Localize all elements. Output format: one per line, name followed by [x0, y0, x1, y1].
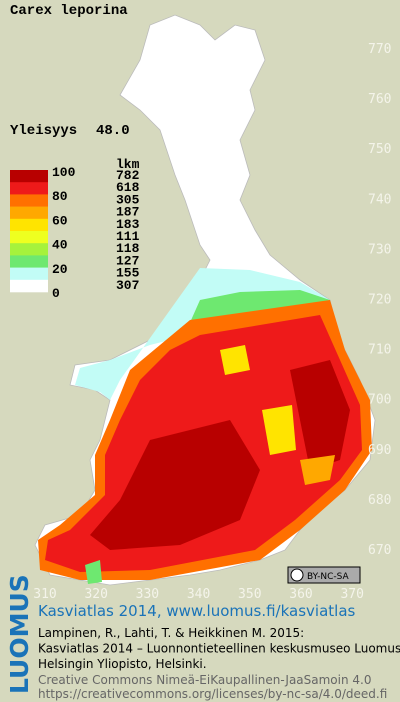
legend-count-header: lkm [116, 157, 140, 172]
source: Kasviatlas 2014, www.luomus.fi/kasviatla… [38, 602, 356, 620]
y-tick-label: 760 [368, 92, 391, 107]
x-tick-label: 350 [238, 587, 261, 602]
legend-count: 111 [116, 229, 140, 244]
legend-count: 307 [116, 278, 139, 293]
x-tick-label: 360 [289, 587, 312, 602]
y-tick-label: 710 [368, 343, 391, 358]
logo: LUOMUS [5, 574, 34, 694]
legend-count: 618 [116, 180, 140, 195]
legend-scale-label: 40 [52, 238, 68, 253]
y-tick-label: 700 [368, 393, 391, 408]
legend-count: 187 [116, 205, 139, 220]
badge-box [287, 566, 361, 584]
license-badge: BY-NC-SA [287, 566, 361, 584]
frequency-value: 48.0 [96, 123, 130, 139]
legend-swatch [10, 231, 48, 244]
legend-count: 305 [116, 192, 140, 207]
x-tick-label: 340 [187, 587, 210, 602]
footer: Lampinen, R., Lahti, T. & Heikkinen M. 2… [38, 626, 400, 701]
x-tick-label: 310 [33, 587, 56, 602]
x-tick-label: 370 [340, 587, 363, 602]
x-tick-label: 330 [136, 587, 159, 602]
y-tick-label: 730 [368, 242, 391, 257]
y-tick-label: 740 [368, 192, 391, 207]
map [34, 14, 376, 586]
legend-count: 782 [116, 168, 140, 183]
y-tick-label: 680 [368, 493, 391, 508]
legend-scale-label: 20 [52, 262, 68, 277]
species-title: Carex leporina [10, 3, 128, 19]
zone-darkred [90, 420, 260, 550]
license-line: https://creativecommons.org/licenses/by-… [38, 687, 387, 701]
y-tick-label: 690 [368, 443, 391, 458]
x-tick-label: 320 [84, 587, 107, 602]
legend-count: 155 [116, 266, 140, 281]
map-ticks: 310 320 330 340 350 360 370 770 760 750 740 730 720 7… [33, 42, 391, 602]
legend-swatch [10, 206, 48, 220]
legend-count: 183 [116, 217, 140, 232]
legend-count: 118 [116, 241, 140, 256]
zone-green [85, 560, 102, 584]
legend-scale-label: 60 [52, 213, 68, 228]
zone-yellow [262, 405, 296, 455]
cc-icon [290, 568, 304, 582]
y-tick-label: 720 [368, 293, 391, 308]
legend-scale-label: 100 [52, 165, 76, 180]
legend-swatch [10, 243, 48, 256]
legend-swatch [10, 279, 48, 293]
license-line: Creative Commons Nimeä-EiKaupallinen-Jaa… [38, 673, 372, 687]
badge-text: BY-NC-SA [307, 572, 350, 582]
legend-scale-label: 0 [52, 286, 60, 301]
legend-scale-label: 80 [52, 189, 68, 204]
zone-yellow [220, 345, 250, 375]
zone-darkred [290, 360, 350, 470]
zone-orange-light [300, 455, 335, 485]
y-tick-label: 770 [368, 42, 391, 57]
citation-line: Kasviatlas 2014 – Luonnontieteellinen ke… [38, 642, 400, 656]
legend-swatch [10, 255, 48, 268]
frequency-label: Yleisyys [10, 123, 77, 139]
legend-swatch [10, 267, 48, 281]
citation-line: Lampinen, R., Lahti, T. & Heikkinen M. 2… [38, 626, 304, 640]
legend-swatch [10, 194, 48, 207]
legend-swatch [10, 170, 48, 183]
legend-swatch [10, 182, 48, 195]
y-tick-label: 750 [368, 142, 391, 157]
legend-swatch [10, 218, 48, 232]
legend-count: 127 [116, 253, 139, 268]
citation-line: Helsingin Yliopisto, Helsinki. [38, 657, 207, 671]
y-tick-label: 670 [368, 543, 391, 558]
